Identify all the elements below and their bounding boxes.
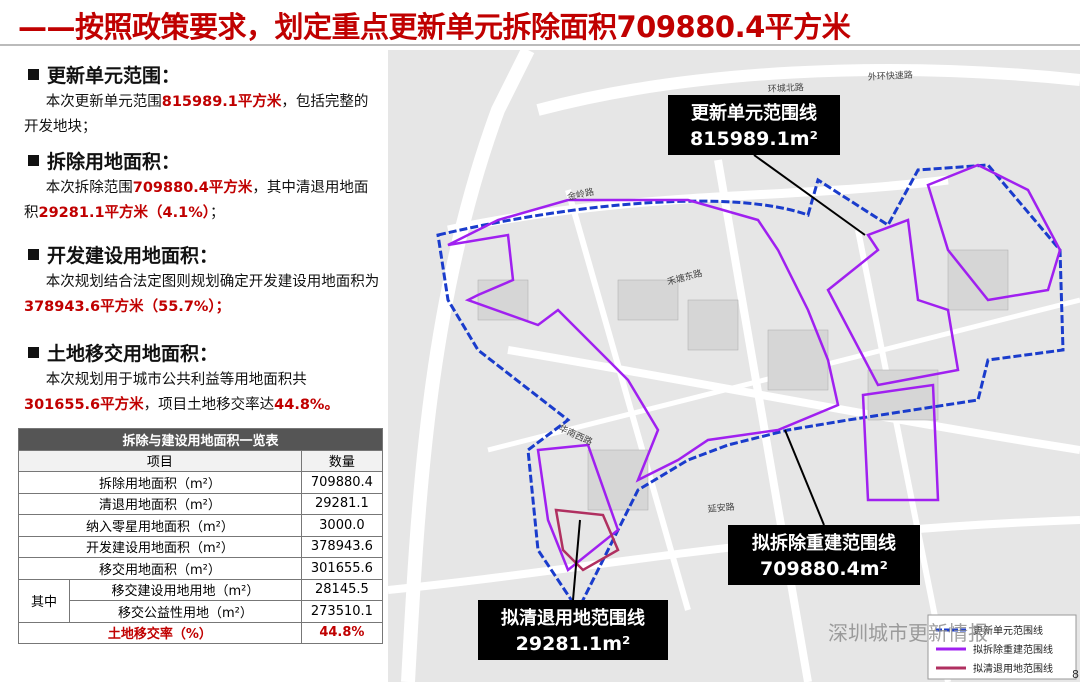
road-label: 外环快速路 bbox=[868, 69, 914, 83]
area-table: 拆除与建设用地面积一览表 项目 数量 拆除用地面积（m²） 709880.4 清退用地… bbox=[18, 428, 384, 644]
text-run: 709880.4平方米 bbox=[132, 180, 253, 196]
callout-area: 29281.1m² bbox=[516, 633, 631, 655]
heading: 更新单元范围： bbox=[28, 62, 380, 90]
leader-line bbox=[572, 519, 581, 601]
road-label: 延安路 bbox=[707, 501, 735, 515]
cell: 28145.5 bbox=[300, 578, 384, 601]
callout-box bbox=[478, 600, 668, 660]
legend-label: 拟清退用地范围线 bbox=[973, 662, 1053, 675]
text-run: 本次更新单元范围 bbox=[45, 94, 162, 110]
callout-box bbox=[728, 525, 920, 585]
cell: 拆除用地面积（m²） bbox=[18, 471, 302, 494]
callout-box bbox=[668, 95, 840, 155]
cell: 清退用地面积（m²） bbox=[18, 492, 302, 515]
text-run: 301655.6平方米 bbox=[24, 397, 144, 413]
heading: 拆除用地面积： bbox=[28, 148, 380, 176]
table-row: 开发建设用地面积（m²） 378943.6 bbox=[18, 535, 384, 558]
title: ——按照政策要求，划定重点更新单元拆除面积709880.4平方米 bbox=[18, 10, 851, 44]
callout-name: 拟拆除重建范围线 bbox=[752, 532, 896, 554]
blocks bbox=[477, 249, 1009, 511]
cell: 378943.6 bbox=[300, 535, 384, 558]
text-run: ，其中清退用地面积 bbox=[24, 180, 369, 221]
text-run: ，包括完整的开发地块； bbox=[24, 94, 369, 135]
cell: 纳入零星用地面积（m²） bbox=[18, 514, 302, 537]
table-row: 清退用地面积（m²） 29281.1 bbox=[18, 492, 384, 515]
callout-area: 709880.4m² bbox=[760, 558, 888, 580]
legend-label: 更新单元范围线 bbox=[973, 624, 1043, 637]
body: 本次规划用于城市公共利益等用地面积共 301655.6平方米，项目土地移交率达44… bbox=[24, 368, 380, 418]
text-run: 本次规划用于城市公共利益等用地面积共 bbox=[45, 372, 307, 388]
callout-name: 拟清退用地范围线 bbox=[501, 607, 645, 629]
legend-label: 拟拆除重建范围线 bbox=[973, 643, 1053, 656]
table-header: 数量 bbox=[300, 449, 384, 472]
heading: 开发建设用地面积： bbox=[28, 242, 380, 270]
cell: 移交公益性用地（m²） bbox=[69, 600, 302, 623]
text-run: 815989.1平方米 bbox=[161, 94, 282, 110]
cell: 301655.6 bbox=[300, 557, 384, 580]
legend-box bbox=[927, 614, 1077, 680]
section: 更新单元范围： 本次更新单元范围815989.1平方米，包括完整的开发地块； bbox=[24, 62, 380, 140]
text-run: 29281.1平方米（4.1%） bbox=[38, 205, 211, 221]
text-run: 本次规划结合法定图则规划确定开发建设用地面积为 bbox=[45, 274, 380, 290]
table-row: 移交用地面积（m²） 301655.6 bbox=[18, 557, 384, 580]
cell: 3000.0 bbox=[300, 514, 384, 537]
cell: 移交建设用地用地（m²） bbox=[69, 578, 302, 601]
table-title: 拆除与建设用地面积一览表 bbox=[18, 428, 383, 451]
cell: 29281.1 bbox=[300, 492, 384, 515]
text-run: 44.8%。 bbox=[274, 397, 339, 413]
table-header: 项目 bbox=[18, 449, 302, 472]
rule bbox=[0, 44, 1080, 46]
cell: 709880.4 bbox=[300, 471, 384, 494]
road-label: 环城北路 bbox=[768, 81, 805, 95]
page-number: 8 bbox=[1072, 668, 1079, 681]
text-run: ； bbox=[210, 205, 225, 221]
leader-line bbox=[784, 429, 825, 526]
body: 本次拆除范围709880.4平方米，其中清退用地面积29281.1平方米（4.1… bbox=[24, 176, 380, 226]
table-row: 纳入零星用地面积（m²） 3000.0 bbox=[18, 514, 384, 537]
text-run: ，项目土地移交率达 bbox=[143, 397, 275, 413]
group-label: 其中 bbox=[18, 578, 70, 623]
callout-area: 815989.1m² bbox=[690, 128, 818, 150]
cell: 移交用地面积（m²） bbox=[18, 557, 302, 580]
leader-line bbox=[753, 154, 866, 236]
section: 开发建设用地面积： 本次规划结合法定图则规划确定开发建设用地面积为 378943.6… bbox=[24, 242, 380, 320]
section: 拆除用地面积： 本次拆除范围709880.4平方米，其中清退用地面积29281.1… bbox=[24, 148, 380, 226]
body: 本次规划结合法定图则规划确定开发建设用地面积为 378943.6平方米（55.7%… bbox=[24, 270, 380, 320]
watermark: 深圳城市更新情报 bbox=[828, 621, 988, 645]
cell: 土地移交率（%） bbox=[18, 621, 302, 644]
cell: 44.8% bbox=[300, 621, 384, 644]
clearance-boundary bbox=[554, 508, 620, 572]
demolition-boundary bbox=[447, 163, 1062, 573]
heading: 土地移交用地面积： bbox=[28, 340, 380, 368]
cell: 开发建设用地面积（m²） bbox=[18, 535, 302, 558]
roads bbox=[388, 50, 1080, 682]
body: 本次更新单元范围815989.1平方米，包括完整的开发地块； bbox=[24, 90, 380, 140]
unit-boundary bbox=[436, 163, 1065, 613]
text-run: 本次拆除范围 bbox=[45, 180, 133, 196]
table-row: 拆除用地面积（m²） 709880.4 bbox=[18, 471, 384, 494]
cell: 273510.1 bbox=[300, 600, 384, 623]
text-run: 378943.6平方米（55.7%）； bbox=[24, 299, 231, 315]
section: 土地移交用地面积： 本次规划用于城市公共利益等用地面积共 301655.6平方米，项… bbox=[24, 340, 380, 418]
callout-name: 更新单元范围线 bbox=[691, 102, 817, 124]
